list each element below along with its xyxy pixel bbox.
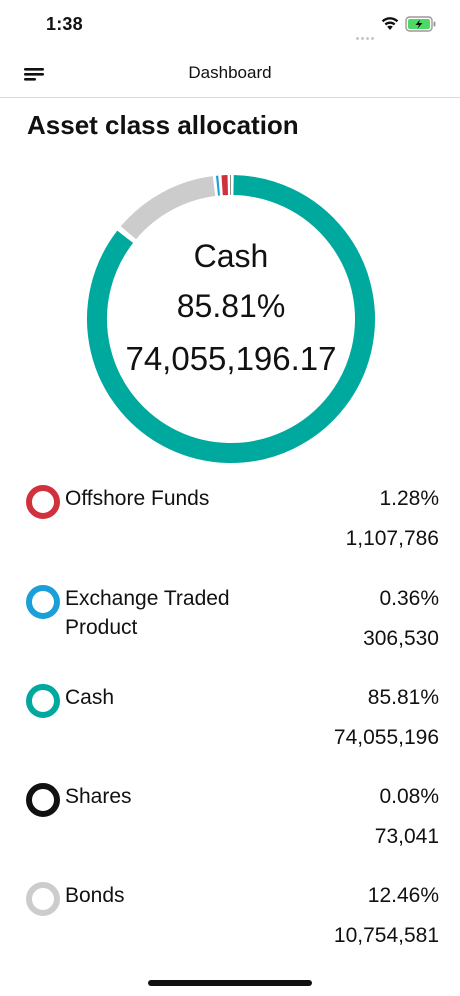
allocation-donut-chart[interactable]: Cash 85.81% 74,055,196.17 [86, 174, 376, 464]
page-title: Asset class allocation [27, 110, 299, 140]
legend-percent: 12.46% [367, 884, 439, 907]
donut-selected-value: 74,055,196.17 [125, 340, 337, 377]
legend-percent: 1.28% [379, 487, 439, 510]
legend-ring-icon [26, 882, 60, 916]
nav-title: Dashboard [188, 63, 272, 82]
menu-button[interactable] [18, 62, 50, 86]
navigation-bar: Dashboard [0, 50, 460, 98]
signal-icon [356, 22, 376, 40]
legend-percent: 85.81% [367, 686, 439, 709]
legend-amount: 74,055,196 [333, 726, 439, 749]
status-bar: 1:38 [0, 0, 460, 50]
legend-item-shares[interactable]: Shares 0.08% 73,041 [0, 776, 460, 866]
donut-selected-percent: 85.81% [176, 288, 286, 324]
donut-svg [87, 175, 375, 463]
legend-percent: 0.08% [379, 785, 439, 808]
home-indicator[interactable] [148, 980, 312, 986]
legend-item-offshore-funds[interactable]: Offshore Funds 1.28% 1,107,786 [0, 478, 460, 568]
legend-name: Shares [65, 785, 132, 808]
donut-selected-label: Cash [193, 238, 269, 274]
donut-slice-cash[interactable] [87, 175, 375, 463]
legend-ring-icon [26, 585, 60, 619]
legend-ring-icon [26, 684, 60, 718]
legend-item-exchange-traded-product[interactable]: Exchange Traded Product 0.36% 306,530 [0, 578, 460, 668]
legend-ring-icon [26, 783, 60, 817]
menu-icon [24, 68, 44, 81]
legend-amount: 1,107,786 [345, 527, 439, 550]
legend-name: Exchange Traded Product [65, 587, 230, 639]
donut-slice-bonds[interactable] [120, 176, 216, 240]
wifi-icon [381, 17, 399, 30]
battery-charging-icon [405, 16, 436, 32]
legend-percent: 0.36% [379, 587, 439, 610]
status-time: 1:38 [46, 14, 83, 34]
legend-amount: 10,754,581 [333, 924, 439, 947]
legend-item-cash[interactable]: Cash 85.81% 74,055,196 [0, 677, 460, 767]
legend-item-bonds[interactable]: Bonds 12.46% 10,754,581 [0, 875, 460, 965]
donut-center: Cash 85.81% 74,055,196.17 [86, 174, 376, 464]
legend-name: Cash [65, 686, 115, 709]
legend-name: Bonds [65, 884, 125, 907]
legend-name: Offshore Funds [65, 487, 210, 510]
legend-amount: 306,530 [363, 627, 439, 650]
legend-amount: 73,041 [374, 825, 439, 848]
legend-ring-icon [26, 485, 60, 519]
